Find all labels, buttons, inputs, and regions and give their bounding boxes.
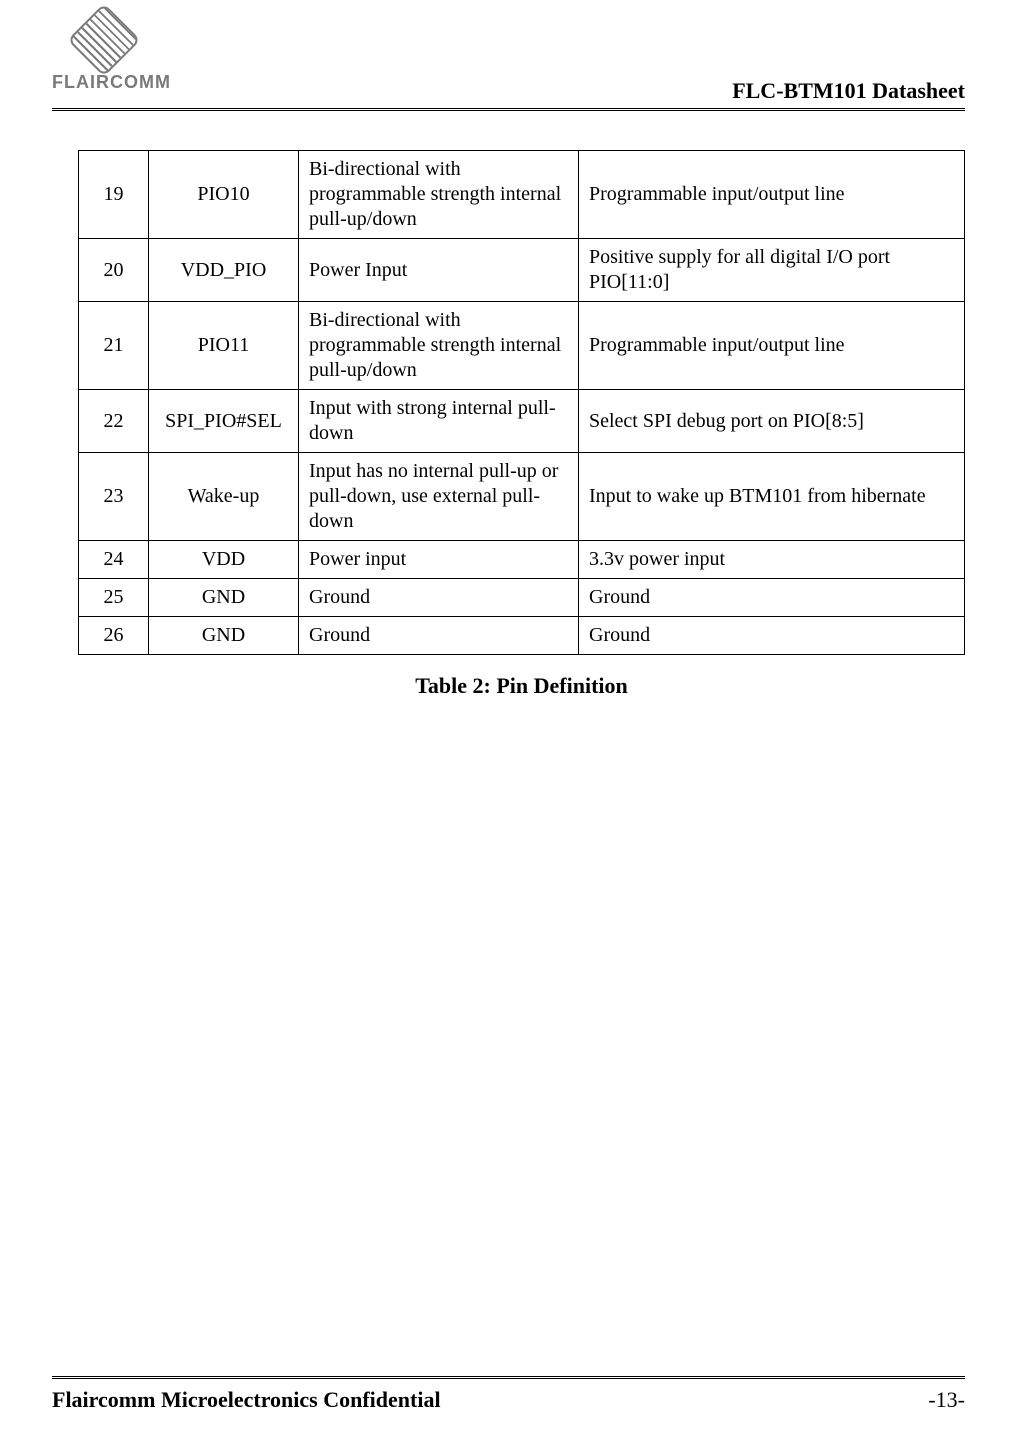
table-row: 23 Wake-up Input has no internal pull-up… [79, 453, 965, 541]
table-row: 20 VDD_PIO Power Input Positive supply f… [79, 239, 965, 302]
table-row: 24 VDD Power input 3.3v power input [79, 541, 965, 579]
cell-pin: 21 [79, 302, 149, 390]
cell-function: Programmable input/output line [579, 151, 965, 239]
cell-name: GND [149, 579, 299, 617]
logo-text: FLAIRCOMM [52, 72, 171, 93]
company-logo: FLAIRCOMM [52, 14, 171, 93]
cell-pin: 23 [79, 453, 149, 541]
table-caption: Table 2: Pin Definition [78, 673, 965, 699]
table-body: 19 PIO10 Bi-directional with programmabl… [79, 151, 965, 655]
document-title: FLC-BTM101 Datasheet [732, 78, 965, 104]
cell-function: Positive supply for all digital I/O port… [579, 239, 965, 302]
cell-type: Input with strong internal pull-down [299, 390, 579, 453]
content-area: 19 PIO10 Bi-directional with programmabl… [78, 150, 965, 699]
cell-function: Ground [579, 617, 965, 655]
cell-type: Power Input [299, 239, 579, 302]
cell-type: Bi-directional with programmable strengt… [299, 302, 579, 390]
cell-pin: 25 [79, 579, 149, 617]
cell-pin: 22 [79, 390, 149, 453]
cell-name: VDD_PIO [149, 239, 299, 302]
table-row: 22 SPI_PIO#SEL Input with strong interna… [79, 390, 965, 453]
cell-name: GND [149, 617, 299, 655]
cell-function: 3.3v power input [579, 541, 965, 579]
logo-lines-icon [67, 3, 141, 77]
cell-name: SPI_PIO#SEL [149, 390, 299, 453]
cell-type: Power input [299, 541, 579, 579]
footer-rule [52, 1376, 965, 1379]
cell-pin: 20 [79, 239, 149, 302]
cell-pin: 24 [79, 541, 149, 579]
table-row: 19 PIO10 Bi-directional with programmabl… [79, 151, 965, 239]
footer-confidential: Flaircomm Microelectronics Confidential [52, 1387, 441, 1413]
cell-function: Input to wake up BTM101 from hibernate [579, 453, 965, 541]
table-row: 26 GND Ground Ground [79, 617, 965, 655]
cell-pin: 26 [79, 617, 149, 655]
page-header: FLAIRCOMM FLC-BTM101 Datasheet [0, 0, 1017, 110]
cell-name: PIO11 [149, 302, 299, 390]
cell-type: Ground [299, 579, 579, 617]
cell-function: Programmable input/output line [579, 302, 965, 390]
cell-function: Ground [579, 579, 965, 617]
table-row: 21 PIO11 Bi-directional with programmabl… [79, 302, 965, 390]
cell-type: Input has no internal pull-up or pull-do… [299, 453, 579, 541]
header-rule [52, 108, 965, 111]
cell-name: PIO10 [149, 151, 299, 239]
page: FLAIRCOMM FLC-BTM101 Datasheet 19 PIO10 … [0, 0, 1017, 1441]
page-number: -13- [928, 1387, 965, 1413]
cell-name: Wake-up [149, 453, 299, 541]
cell-pin: 19 [79, 151, 149, 239]
logo-mark-icon [67, 3, 141, 77]
table-row: 25 GND Ground Ground [79, 579, 965, 617]
cell-function: Select SPI debug port on PIO[8:5] [579, 390, 965, 453]
cell-name: VDD [149, 541, 299, 579]
cell-type: Ground [299, 617, 579, 655]
cell-type: Bi-directional with programmable strengt… [299, 151, 579, 239]
pin-definition-table: 19 PIO10 Bi-directional with programmabl… [78, 150, 965, 655]
